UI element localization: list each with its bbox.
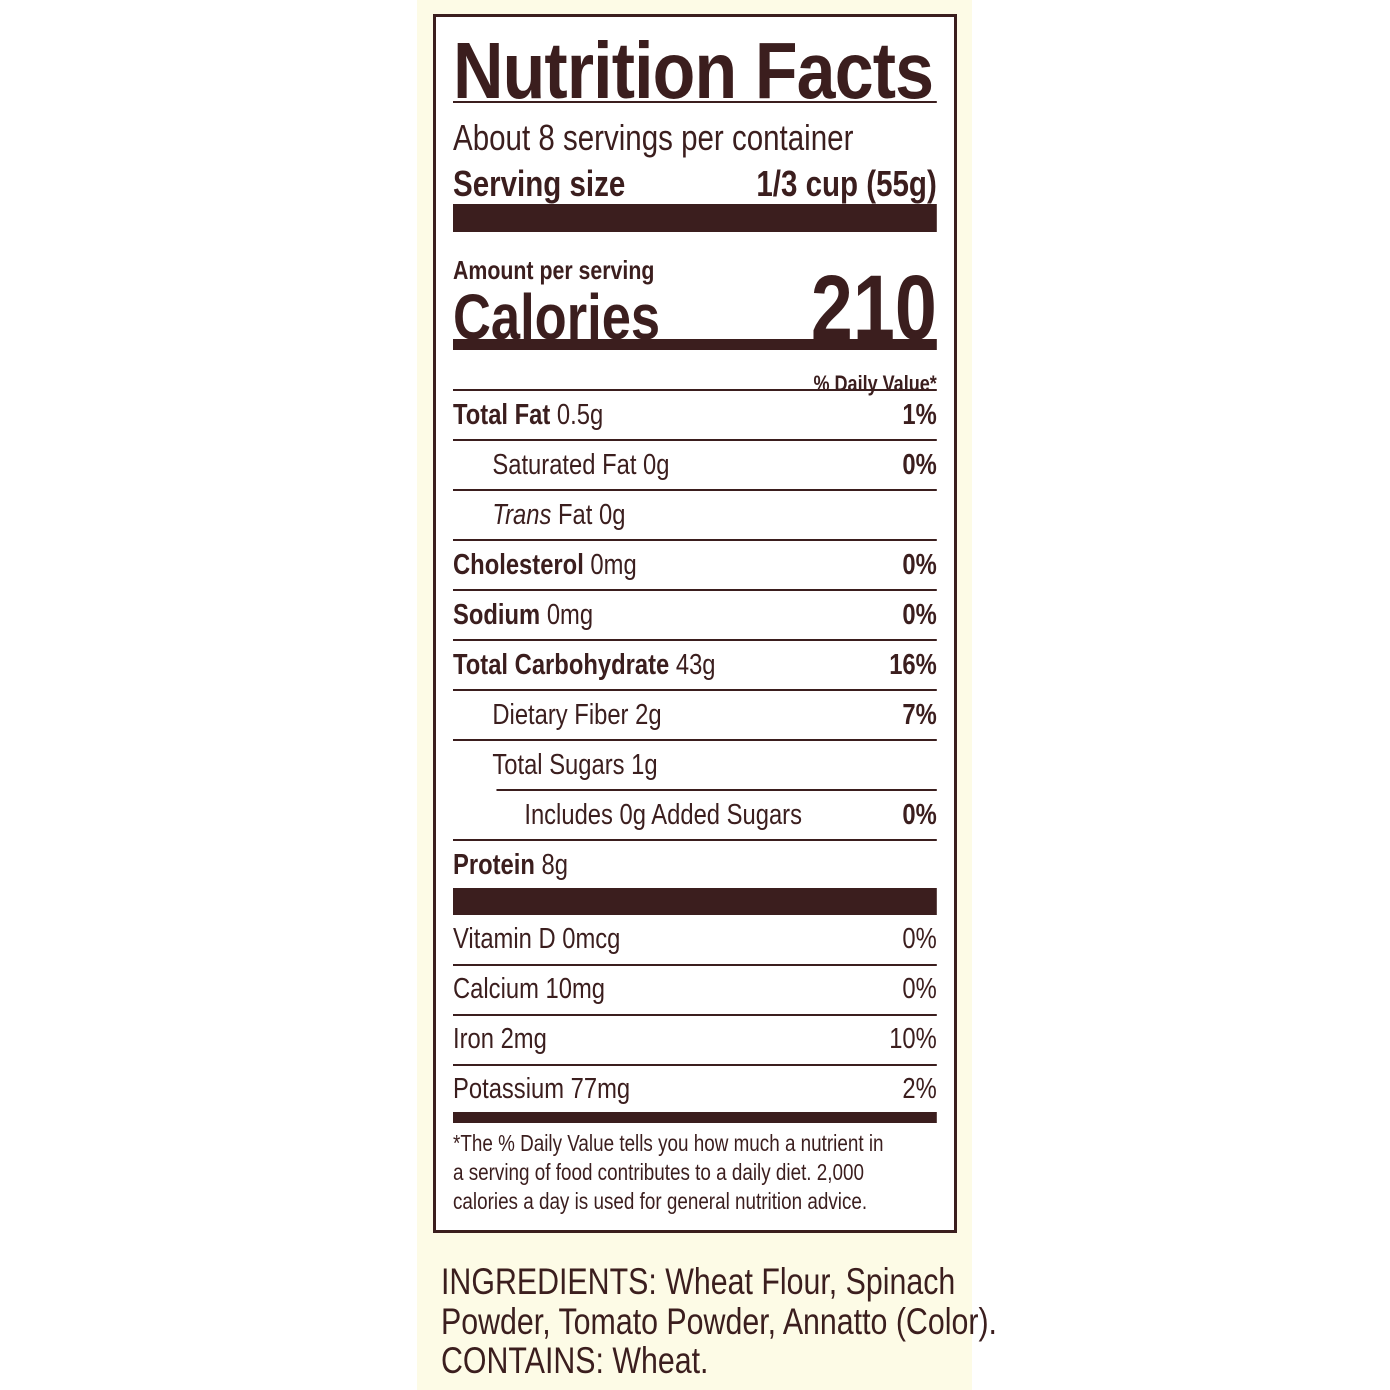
nutrient-row-trans-fat: Trans Fat 0g (453, 490, 937, 540)
title-text: Nutrition Facts (453, 26, 934, 115)
nutrient-amount: 0mg (546, 598, 594, 631)
nutrition-facts-label: Nutrition Facts About 8 servings per con… (433, 14, 957, 1233)
nutrient-name: Cholesterol (453, 548, 584, 581)
nutrient-name: Sodium (453, 598, 541, 631)
vitamin-dv: 2% (902, 1072, 937, 1105)
nutrient-row-cholesterol: Cholesterol 0mg 0% (453, 540, 937, 590)
servings-per-container: About 8 servings per container (453, 117, 854, 158)
divider (453, 539, 937, 541)
vitamin-row-potassium: Potassium 77mg 2% (453, 1064, 937, 1114)
divider (453, 489, 937, 491)
ingredients-statement: INGREDIENTS: Wheat Flour, Spinach Powder… (441, 1261, 997, 1381)
vitamin-row-iron: Iron 2mg 10% (453, 1014, 937, 1064)
nutrient-amount: 1g (631, 748, 658, 781)
vitamin-row-vitamin-d: Vitamin D 0mcg 0% (453, 914, 937, 964)
vitamin-text: Calcium 10mg (453, 972, 605, 1005)
vitamin-text: Iron 2mg (453, 1022, 547, 1055)
nutrient-amount: 43g (675, 648, 716, 681)
divider (453, 389, 937, 391)
nutrient-name: Protein (453, 848, 535, 881)
divider (453, 589, 937, 591)
footnote-line: a serving of food contributes to a daily… (453, 1159, 864, 1185)
nutrient-row-saturated-fat: Saturated Fat 0g 0% (453, 440, 937, 490)
nutrient-name: Saturated Fat (492, 448, 637, 481)
footnote-line: *The % Daily Value tells you how much a … (453, 1130, 884, 1156)
nutrient-amount: 2g (635, 698, 662, 731)
vitamin-dv: 0% (902, 922, 937, 955)
thick-divider (453, 888, 937, 915)
label-content: Nutrition Facts About 8 servings per con… (453, 17, 937, 1230)
nutrient-row-protein: Protein 8g (453, 840, 937, 890)
divider (453, 1014, 937, 1016)
vitamin-dv: 10% (889, 1022, 937, 1055)
serving-size-label: Serving size (453, 163, 626, 204)
serving-size: Serving size 1/3 cup (55g) (453, 163, 937, 205)
divider (453, 101, 937, 103)
contains-line: CONTAINS: Wheat. (441, 1340, 709, 1381)
nutrient-row-total-fat: Total Fat 0.5g 1% (453, 390, 937, 440)
ingredients-line: INGREDIENTS: Wheat Flour, Spinach (441, 1261, 956, 1302)
footnote-line: calories a day is used for general nutri… (453, 1188, 868, 1214)
thick-divider (453, 204, 937, 232)
nutrient-row-added-sugars: Includes 0g Added Sugars 0% (453, 790, 937, 840)
amount-per-serving: Amount per serving (453, 255, 655, 285)
divider (453, 1064, 937, 1066)
nutrient-amount: Fat 0g (557, 498, 626, 531)
nutrient-dv: 0% (902, 798, 937, 831)
nutrient-name: Dietary Fiber (492, 698, 629, 731)
nutrient-row-sodium: Sodium 0mg 0% (453, 590, 937, 640)
daily-value-header: % Daily Value* (813, 371, 937, 396)
nutrient-name: Total Carbohydrate (453, 648, 670, 681)
nutrient-dv: 7% (902, 698, 937, 731)
nutrient-dv: 0% (902, 448, 937, 481)
nutrient-row-dietary-fiber: Dietary Fiber 2g 7% (453, 690, 937, 740)
vitamin-row-calcium: Calcium 10mg 0% (453, 964, 937, 1014)
divider (453, 689, 937, 691)
nutrient-name: Includes 0g Added Sugars (524, 798, 802, 831)
divider (453, 964, 937, 966)
label-title: Nutrition Facts (453, 31, 937, 111)
nutrient-name: Trans (492, 498, 552, 531)
vitamin-text: Vitamin D 0mcg (453, 922, 621, 955)
nutrient-name: Total Fat (453, 398, 551, 431)
daily-value-footnote: *The % Daily Value tells you how much a … (453, 1129, 937, 1216)
vitamin-text: Potassium 77mg (453, 1072, 631, 1105)
calories-value: 210 (810, 257, 937, 359)
serving-size-value: 1/3 cup (55g) (756, 163, 937, 204)
nutrient-amount: 0.5g (556, 398, 604, 431)
divider (453, 639, 937, 641)
nutrient-dv: 1% (902, 398, 937, 431)
divider (496, 789, 937, 791)
nutrient-dv: 16% (889, 648, 937, 681)
ingredients-line: Powder, Tomato Powder, Annatto (Color). (441, 1300, 997, 1342)
divider (453, 439, 937, 441)
divider (453, 839, 937, 841)
medium-divider (453, 339, 937, 350)
nutrient-row-total-carbohydrate: Total Carbohydrate 43g 16% (453, 640, 937, 690)
divider (453, 739, 937, 741)
medium-divider (453, 1112, 937, 1123)
nutrient-amount: 8g (541, 848, 568, 881)
vitamin-dv: 0% (902, 972, 937, 1005)
nutrient-row-total-sugars: Total Sugars 1g (453, 740, 937, 790)
nutrient-amount: 0g (643, 448, 670, 481)
nutrient-dv: 0% (902, 598, 937, 631)
nutrient-dv: 0% (902, 548, 937, 581)
nutrient-name: Total Sugars (492, 748, 625, 781)
nutrient-amount: 0mg (590, 548, 637, 581)
